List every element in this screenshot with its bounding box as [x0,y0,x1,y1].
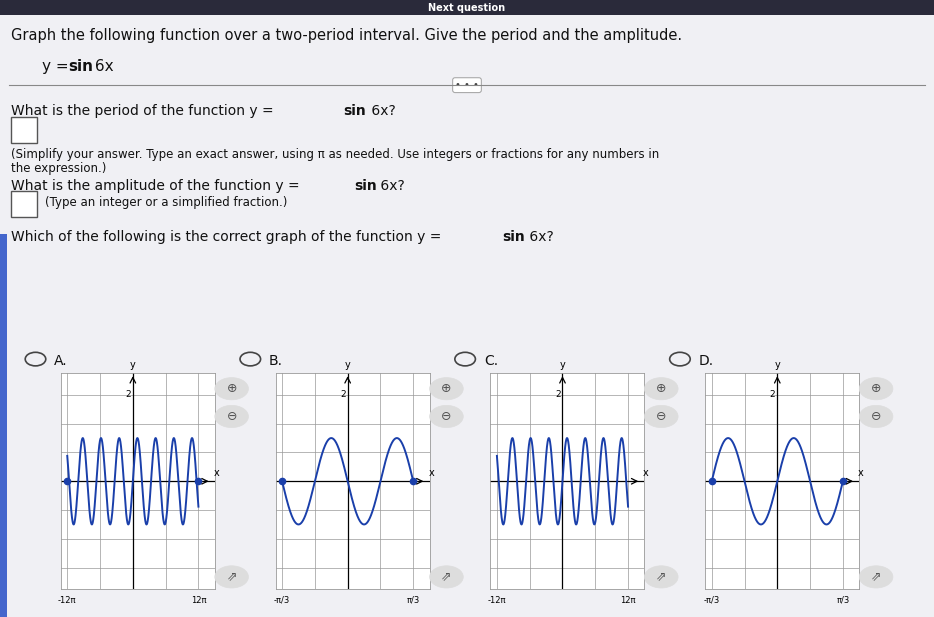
Text: 2: 2 [555,391,560,399]
Text: ⊖: ⊖ [441,410,452,423]
Text: sin: sin [502,230,525,244]
Text: 2: 2 [770,391,775,399]
Text: x: x [429,468,434,478]
Text: D.: D. [699,354,714,368]
Text: sin: sin [354,179,376,193]
Text: the expression.): the expression.) [11,162,106,175]
Text: y =: y = [42,59,74,73]
Text: B.: B. [269,354,283,368]
Text: A.: A. [54,354,68,368]
Text: ⊖: ⊖ [226,410,237,423]
Text: π/3: π/3 [836,596,850,605]
Text: 2: 2 [125,391,131,399]
Text: ⇗: ⇗ [226,570,237,584]
Text: y: y [130,360,135,370]
Text: -π/3: -π/3 [703,596,720,605]
Text: ⇗: ⇗ [656,570,667,584]
Text: ⊕: ⊕ [441,382,452,395]
Text: -π/3: -π/3 [274,596,290,605]
Text: What is the amplitude of the function y =: What is the amplitude of the function y … [11,179,304,193]
Text: 12π: 12π [620,596,636,605]
Text: Which of the following is the correct graph of the function y =: Which of the following is the correct gr… [11,230,446,244]
Text: ⇗: ⇗ [870,570,882,584]
Text: 12π: 12π [191,596,206,605]
Text: • • •: • • • [455,80,479,90]
Text: -12π: -12π [58,596,77,605]
Text: y: y [774,360,780,370]
Text: y: y [559,360,565,370]
Text: (Simplify your answer. Type an exact answer, using π as needed. Use integers or : (Simplify your answer. Type an exact ans… [11,148,659,161]
Text: -12π: -12π [488,596,506,605]
Text: Graph the following function over a two-period interval. Give the period and the: Graph the following function over a two-… [11,28,683,43]
Text: Next question: Next question [429,3,505,13]
Text: x: x [858,468,864,478]
Text: 6x?: 6x? [376,179,405,193]
Text: sin: sin [68,59,93,73]
Text: (Type an integer or a simplified fraction.): (Type an integer or a simplified fractio… [45,196,288,210]
Text: ⇗: ⇗ [441,570,452,584]
Text: ⊕: ⊕ [656,382,667,395]
Text: ⊖: ⊖ [870,410,882,423]
Text: 6x?: 6x? [367,104,396,118]
Text: π/3: π/3 [406,596,420,605]
Text: C.: C. [484,354,498,368]
Text: ⊕: ⊕ [226,382,237,395]
Text: ⊕: ⊕ [870,382,882,395]
Text: What is the period of the function y =: What is the period of the function y = [11,104,278,118]
Text: ⊖: ⊖ [656,410,667,423]
Text: 6x?: 6x? [525,230,554,244]
Text: sin: sin [344,104,366,118]
Text: x: x [644,468,649,478]
Text: x: x [214,468,219,478]
Text: 2: 2 [340,391,346,399]
Text: 6x: 6x [90,59,113,73]
Text: y: y [345,360,350,370]
